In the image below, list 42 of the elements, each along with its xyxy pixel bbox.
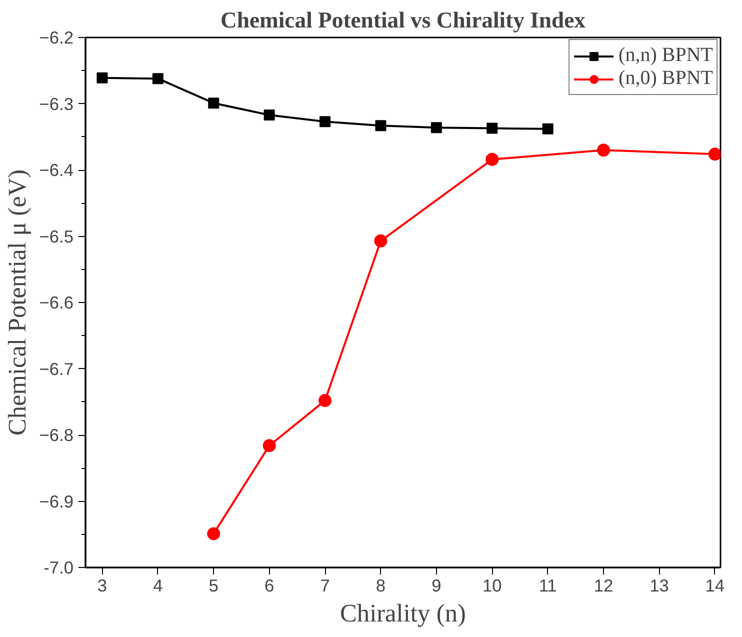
point (96, 72, 108, 84)
y-tick-label: −6.9 (39, 491, 74, 512)
point (542, 123, 554, 134)
x-tick-label: 6 (264, 576, 274, 596)
point (486, 122, 498, 134)
y-tick-label: −6.5 (39, 226, 74, 246)
point (207, 527, 220, 540)
y-tick-label: −6.2 (39, 28, 74, 48)
x-tick-label: 3 (97, 576, 108, 596)
point (318, 394, 332, 408)
point (262, 439, 276, 452)
x-tick-label: 8 (376, 576, 386, 596)
x-tick-label: 11 (538, 576, 557, 596)
y-axis-title: Chemical Potential μ (eV) (3, 169, 32, 436)
x-axis-title: Chirality (n) (340, 600, 466, 628)
point (708, 148, 720, 161)
x-tick-label: 14 (705, 576, 725, 596)
legend-label: (n,0) BPNT (618, 67, 713, 90)
y-tick-label: -7.0 (44, 558, 74, 578)
x-tick-label: 13 (650, 576, 669, 596)
point (375, 120, 386, 132)
point (208, 98, 220, 109)
point (430, 122, 442, 134)
point (374, 234, 388, 248)
point (486, 152, 499, 166)
point (597, 144, 610, 157)
x-tick-label: 7 (320, 576, 330, 596)
y-tick-label: −6.3 (39, 94, 74, 114)
y-tick-label: −6.8 (39, 425, 74, 445)
x-tick-label: 4 (153, 576, 164, 596)
x-tick-label: 5 (208, 576, 218, 596)
point (264, 110, 275, 121)
y-tick-label: −6.6 (39, 292, 74, 312)
legend-label: (n,n) BPNT (618, 44, 713, 67)
y-tick-label: −6.4 (39, 160, 74, 180)
y-tick-label: −6.7 (39, 358, 74, 379)
point (320, 116, 331, 128)
x-tick-label: 12 (594, 576, 614, 596)
x-tick-label: 10 (482, 576, 502, 596)
x-tick-label: 9 (432, 576, 442, 596)
point (152, 73, 164, 84)
chart-title: Chemical Potential vs Chirality Index (220, 8, 586, 32)
